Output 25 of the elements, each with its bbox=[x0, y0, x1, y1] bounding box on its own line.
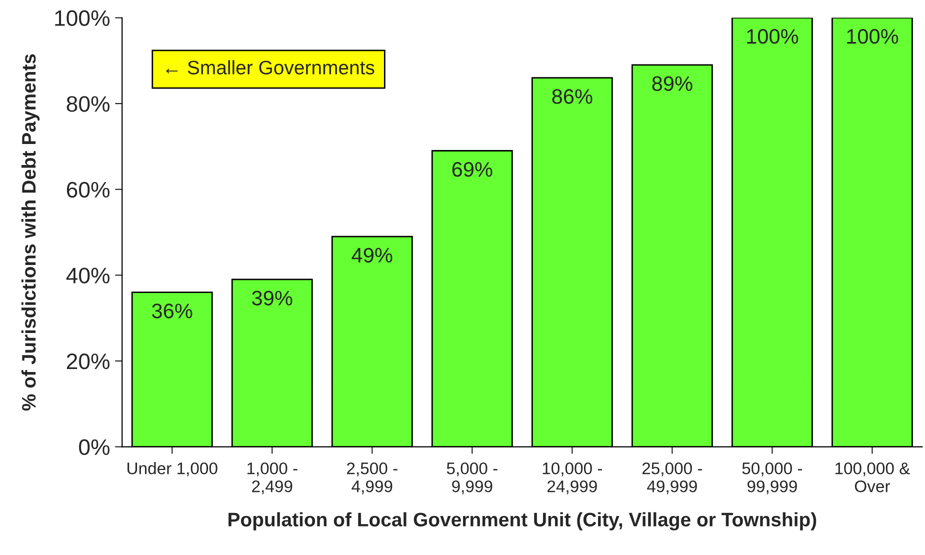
y-axis-title: % of Jurisdictions with Debt Payments bbox=[21, 54, 40, 411]
y-tick-label: 60% bbox=[66, 182, 110, 198]
data-label: 39% bbox=[252, 290, 292, 306]
y-tick-label: 40% bbox=[66, 268, 110, 284]
x-tick-label: Under 1,000 bbox=[128, 462, 218, 476]
x-axis-title: Population of Local Government Unit (City, Village or Township) bbox=[228, 512, 816, 530]
y-tick-label: 100% bbox=[55, 10, 110, 26]
y-tick-label: 80% bbox=[66, 96, 110, 112]
data-label: 86% bbox=[552, 89, 592, 104]
y-tick-label: 20% bbox=[66, 354, 110, 370]
x-tick-label: 100,000 & Over bbox=[835, 462, 910, 492]
x-tick-label: 50,000 - 99,999 bbox=[742, 462, 802, 494]
data-label: 89% bbox=[652, 76, 692, 91]
x-tick-label: 2,500 - 4,999 bbox=[347, 462, 398, 494]
x-tick-label: 25,000 - 49,999 bbox=[642, 462, 702, 494]
x-tick-label: 10,000 - 24,999 bbox=[542, 462, 602, 494]
data-label: 100% bbox=[747, 29, 798, 44]
data-label: 69% bbox=[452, 162, 492, 177]
data-label: 36% bbox=[152, 304, 192, 318]
x-tick-label: 1,000 - 2,499 bbox=[247, 462, 298, 494]
annotation: ← Smaller Governments bbox=[166, 60, 374, 74]
data-label: 49% bbox=[352, 248, 392, 263]
y-tick-label: 0% bbox=[79, 439, 110, 456]
data-label: 100% bbox=[847, 29, 898, 44]
x-tick-label: 5,000 - 9,999 bbox=[446, 462, 498, 494]
